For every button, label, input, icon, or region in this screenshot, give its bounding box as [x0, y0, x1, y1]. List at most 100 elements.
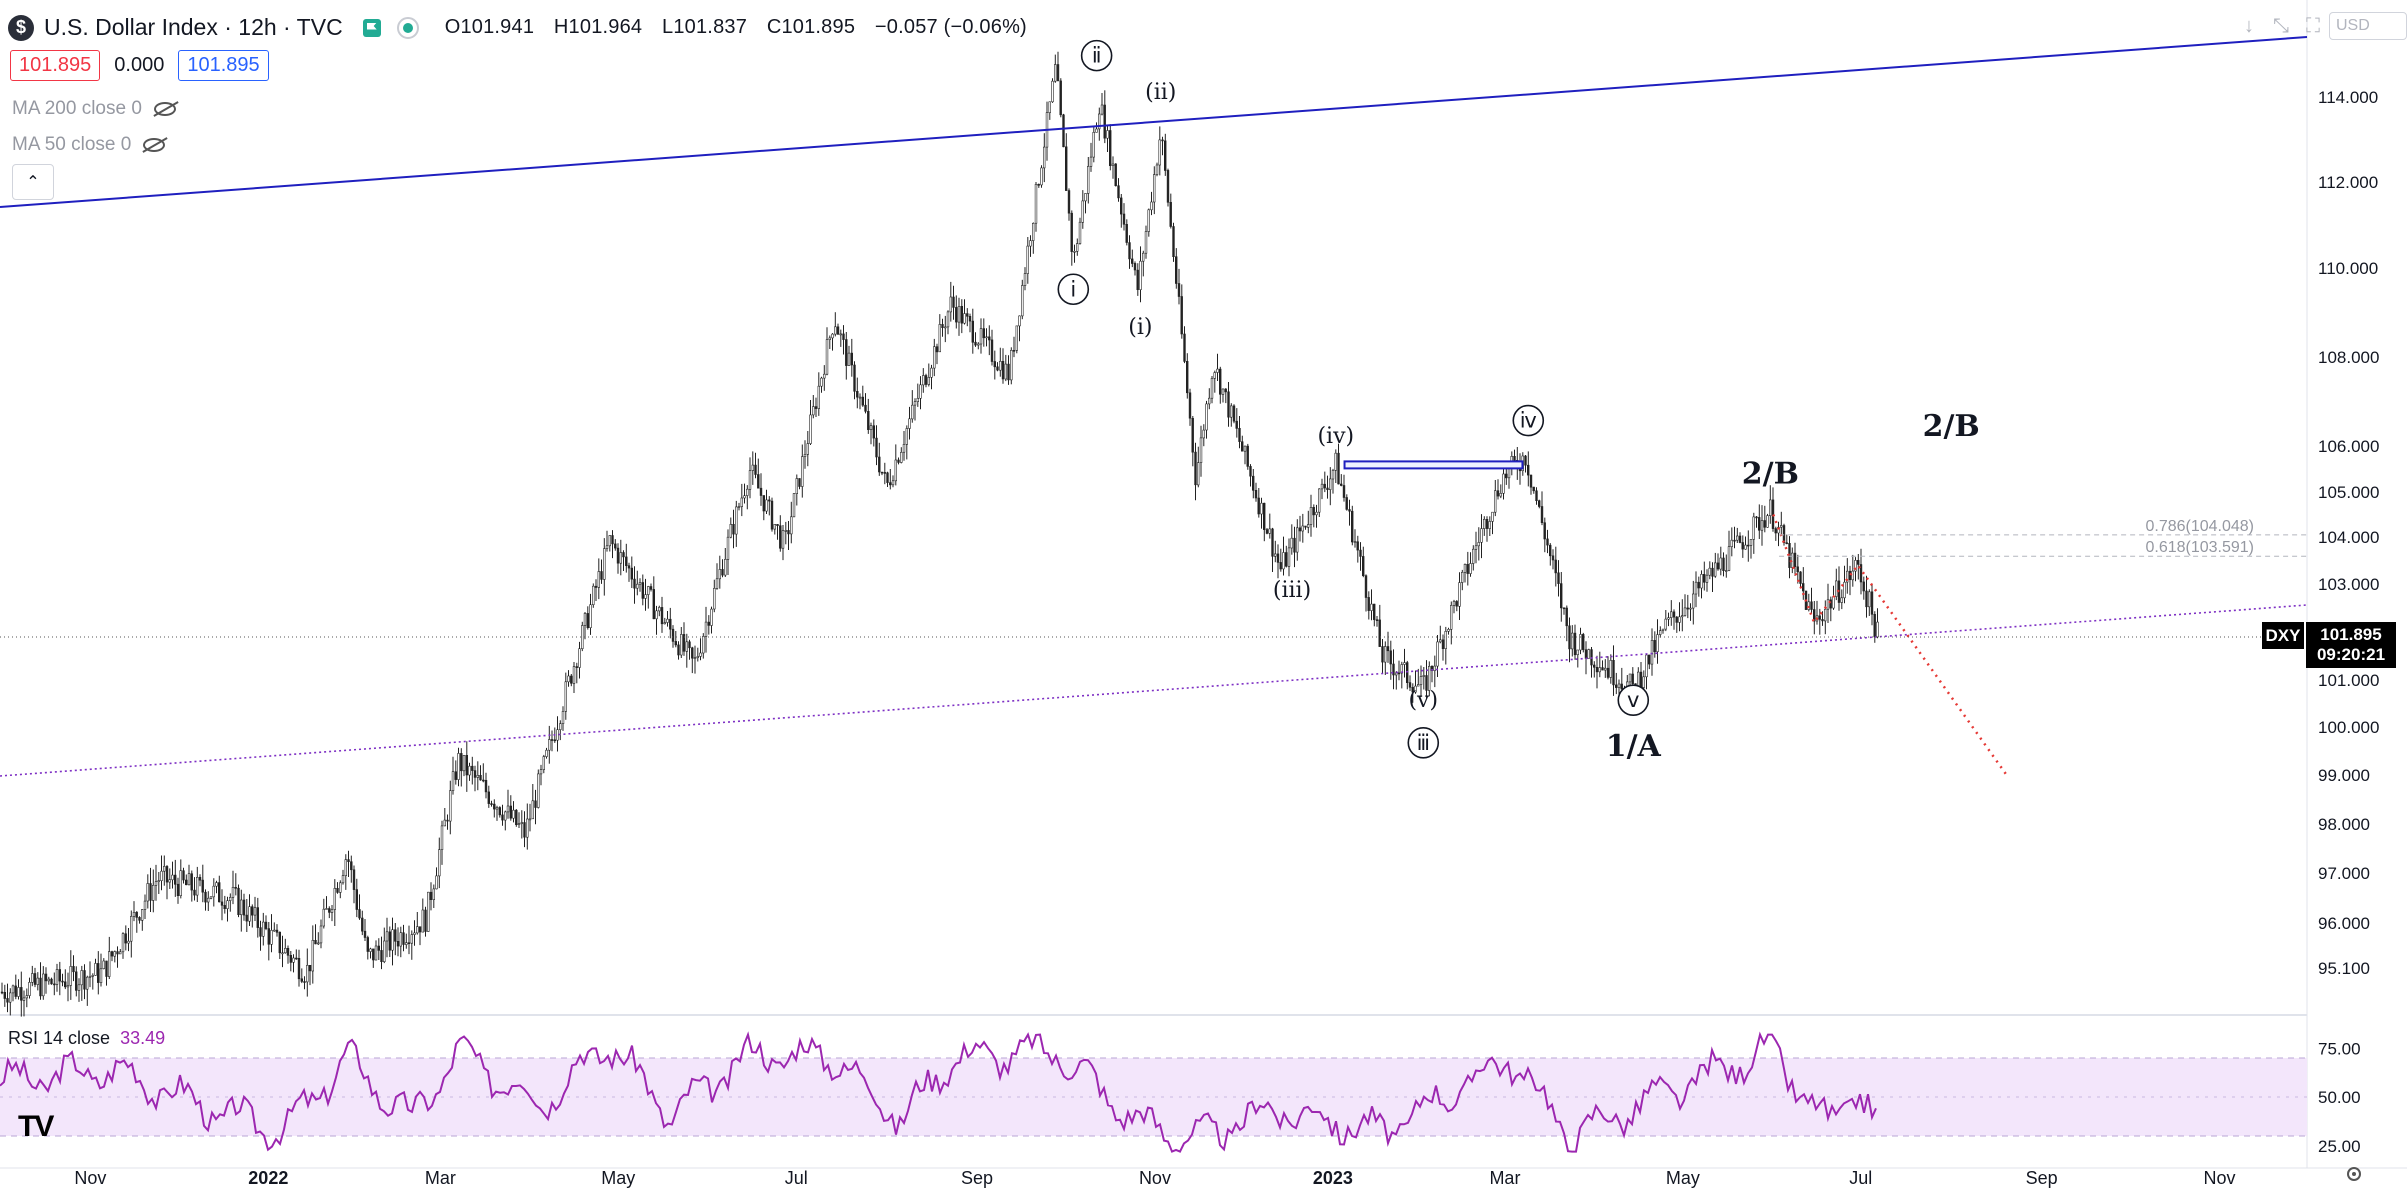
wave-label[interactable]: ⅰ	[1057, 273, 1090, 306]
projection-path[interactable]	[1772, 514, 2008, 776]
settings-icon[interactable]	[2346, 1166, 2362, 1182]
candle	[58, 961, 62, 996]
wave-label[interactable]: 1/A	[1606, 729, 1662, 764]
candle	[256, 897, 259, 938]
wave-label[interactable]: ⅳ	[1512, 404, 1545, 437]
eye-hidden-icon[interactable]	[153, 102, 176, 116]
candle	[1736, 527, 1739, 543]
candle	[1826, 583, 1830, 623]
candle	[944, 315, 947, 343]
candle	[520, 810, 524, 839]
candle	[1015, 325, 1019, 354]
candle	[647, 585, 650, 609]
support-trendline[interactable]	[0, 604, 2308, 777]
candle	[798, 478, 801, 490]
candle	[231, 870, 235, 905]
candle	[820, 376, 823, 393]
candle	[1169, 193, 1172, 229]
y-tick-label: 106.000	[2318, 437, 2379, 456]
collapse-pane-icon[interactable]: ⤡	[2273, 14, 2289, 37]
market-status-icon[interactable]	[396, 16, 419, 39]
down-arrow-icon[interactable]: ↓	[2244, 14, 2254, 37]
eye-hidden-icon[interactable]	[143, 138, 166, 152]
change-value: −0.057 (−0.06%)	[874, 16, 1027, 38]
candle	[715, 563, 719, 590]
wave-label[interactable]: ⅴ	[1617, 684, 1650, 716]
candle	[561, 706, 565, 731]
candle	[1744, 536, 1747, 550]
candle	[149, 867, 152, 912]
candle	[1067, 188, 1071, 221]
candle	[245, 899, 248, 932]
candle	[707, 615, 711, 635]
candle	[1667, 612, 1670, 627]
ma200-legend[interactable]: MA 200 close 0	[12, 98, 176, 120]
candle	[226, 896, 229, 922]
x-tick-label: May	[1666, 1168, 1700, 1188]
candle	[869, 422, 873, 445]
symbol-title[interactable]: U.S. Dollar Index · 12h · TVC	[44, 14, 343, 40]
candle	[460, 748, 463, 787]
candle	[600, 559, 603, 584]
candle	[366, 935, 369, 960]
candle	[545, 747, 548, 759]
candle	[289, 951, 292, 972]
wave-label[interactable]: (i)	[1128, 315, 1152, 340]
wave-label[interactable]: 2/B	[1923, 409, 1980, 444]
sell-price-button[interactable]: 101.895	[10, 50, 101, 81]
ma50-legend[interactable]: MA 50 close 0	[12, 134, 166, 156]
wave-label[interactable]: (iii)	[1273, 578, 1311, 603]
svg-text:(i): (i)	[1128, 315, 1152, 340]
candle	[262, 912, 265, 946]
candle	[1213, 370, 1216, 393]
flag-icon[interactable]	[362, 18, 381, 37]
buy-price-button[interactable]: 101.895	[178, 50, 269, 81]
candle	[165, 865, 169, 900]
candle	[83, 964, 86, 1000]
candle	[372, 948, 375, 968]
candle	[11, 984, 15, 1002]
candle	[858, 393, 862, 410]
resistance-trendline[interactable]	[0, 36, 2308, 208]
candle	[718, 555, 722, 589]
candle	[1034, 182, 1038, 232]
wave-label[interactable]: (ii)	[1145, 80, 1176, 105]
tradingview-logo[interactable]: TV	[18, 1110, 54, 1143]
wave-label[interactable]: ⅲ	[1407, 726, 1440, 759]
candle	[377, 938, 380, 960]
candle	[295, 949, 298, 960]
candle	[1579, 627, 1582, 655]
candle	[586, 606, 590, 630]
candle	[1672, 609, 1676, 630]
collapse-legend-button[interactable]: ⌃	[12, 164, 54, 200]
maximize-pane-icon[interactable]: ⛶	[2306, 14, 2320, 37]
rsi-legend[interactable]: RSI 14 close 33.49	[8, 1028, 165, 1049]
candle	[770, 497, 774, 532]
candle	[1529, 474, 1533, 495]
candle	[1150, 191, 1153, 216]
candle	[61, 973, 64, 987]
candle	[963, 299, 966, 325]
candle	[204, 889, 207, 911]
wave-label[interactable]: 2/B	[1742, 457, 1799, 492]
candle	[1447, 627, 1450, 635]
candle	[212, 878, 215, 907]
candle	[476, 761, 479, 791]
wave-label[interactable]: ⅱ	[1080, 39, 1113, 72]
bid-ask-row: 101.895 0.000 101.895	[10, 50, 269, 81]
candle	[418, 926, 422, 946]
candle	[1018, 315, 1021, 342]
currency-selector[interactable]: USD	[2329, 12, 2407, 40]
wave-label[interactable]: (iv)	[1317, 424, 1354, 449]
candle	[350, 855, 353, 883]
candle	[1422, 667, 1425, 690]
y-tick-label: 96.000	[2318, 914, 2370, 933]
candle	[1576, 649, 1579, 668]
candle	[528, 803, 532, 832]
candle	[1010, 347, 1013, 385]
candle	[1444, 626, 1447, 665]
candle	[1144, 225, 1148, 259]
wave-label[interactable]: (v)	[1408, 688, 1438, 713]
range-box[interactable]	[1343, 460, 1524, 470]
